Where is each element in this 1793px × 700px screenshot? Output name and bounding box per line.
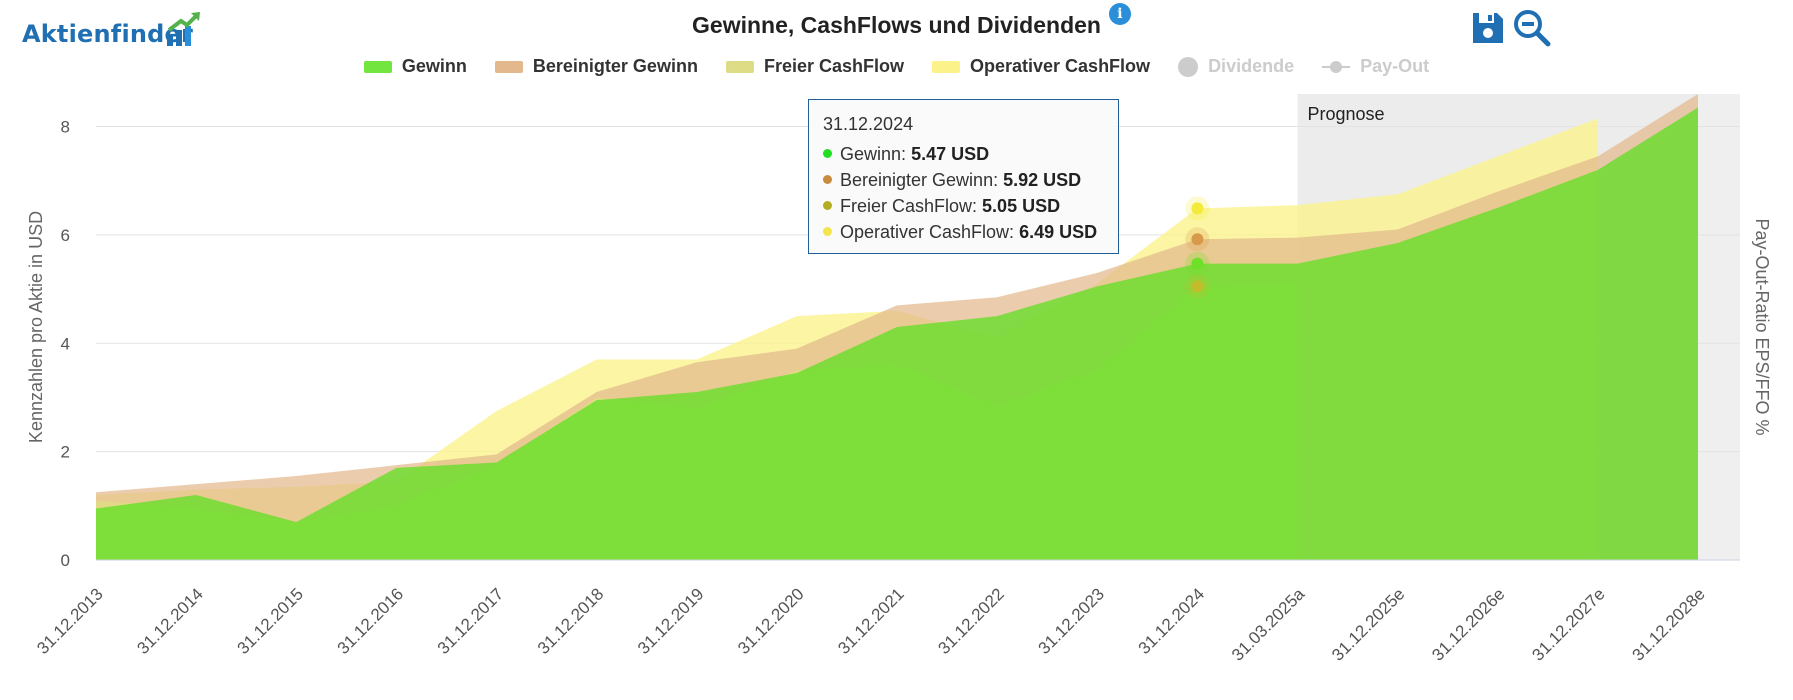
highlight-point [1191, 280, 1204, 293]
y-axis-label-right: Pay-Out-Ratio EPS/FFO % [1752, 218, 1772, 435]
legend-swatch-freier-cashflow [725, 60, 754, 73]
tooltip-dot [823, 175, 832, 184]
y-axis-label: Kennzahlen pro Aktie in USD [26, 211, 46, 443]
x-tick-label: 31.12.2014 [133, 584, 207, 658]
x-tick-label: 31.12.2018 [534, 584, 608, 658]
legend-label: Dividende [1208, 56, 1295, 76]
highlight-point [1191, 233, 1204, 246]
zoom-out-button[interactable] [1512, 8, 1552, 48]
legend-label: Bereinigter Gewinn [532, 56, 698, 76]
y-tick-label: 8 [61, 118, 70, 137]
tooltip-label: Gewinn: [840, 144, 907, 164]
zoom-out-icon [1514, 10, 1551, 47]
legend-swatch-gewinn [363, 60, 392, 73]
y-tick-label: 2 [61, 443, 70, 462]
x-tick-label: 31.12.2013 [33, 584, 107, 658]
x-tick-label: 31.12.2024 [1135, 584, 1209, 658]
tooltip-value: 5.92 USD [1003, 170, 1082, 190]
save-button[interactable] [1468, 8, 1508, 48]
legend-item-operativer-cashflow[interactable]: Operativer CashFlow [932, 56, 1150, 77]
chart-legend: Gewinn Bereinigter Gewinn Freier CashFlo… [0, 56, 1793, 77]
forecast-label: Prognose [1308, 104, 1385, 124]
legend-swatch-bereinigter-gewinn [494, 60, 523, 73]
tooltip-row-bereinigter-gewinn: Bereinigter Gewinn: 5.92 USD [823, 167, 1118, 193]
legend-item-freier-cashflow[interactable]: Freier CashFlow [725, 56, 904, 77]
tooltip-row-freier-cashflow: Freier CashFlow: 5.05 USD [823, 193, 1118, 219]
highlight-point [1191, 202, 1204, 215]
legend-label: Freier CashFlow [763, 56, 904, 76]
x-tick-label: 31.03.2025a [1228, 584, 1309, 665]
legend-dot-dividende [1178, 56, 1199, 77]
tooltip-dot [823, 227, 832, 236]
brand-name: Aktienfinder [22, 20, 194, 48]
legend-item-gewinn[interactable]: Gewinn [363, 56, 467, 77]
x-tick-label: 31.12.2017 [434, 584, 508, 658]
tooltip-label: Bereinigter Gewinn: [840, 170, 999, 190]
chart-title-wrap: Gewinne, CashFlows und Dividenden i [0, 3, 1793, 39]
tooltip-label: Operativer CashFlow: [840, 222, 1015, 242]
chart-tooltip: 31.12.2024 Gewinn: 5.47 USD Bereinigter … [808, 99, 1119, 254]
tooltip-dot [823, 149, 832, 158]
chart-title: Gewinne, CashFlows und Dividenden [692, 12, 1101, 38]
right-axis-panel [1698, 94, 1740, 560]
x-tick-label: 31.12.2025e [1328, 584, 1408, 664]
legend-item-bereinigter-gewinn[interactable]: Bereinigter Gewinn [494, 56, 698, 77]
x-tick-label: 31.12.2020 [734, 584, 808, 658]
x-tick-label: 31.12.2021 [834, 584, 908, 658]
legend-item-dividende[interactable]: Dividende [1178, 56, 1294, 77]
legend-label: Operativer CashFlow [970, 56, 1151, 76]
x-tick-label: 31.12.2023 [1034, 584, 1108, 658]
tooltip-dot [823, 201, 832, 210]
tooltip-row-operativer-cashflow: Operativer CashFlow: 6.49 USD [823, 219, 1118, 245]
y-tick-label: 0 [61, 551, 70, 570]
tooltip-row-gewinn: Gewinn: 5.47 USD [823, 141, 1118, 167]
x-tick-label: 31.12.2026e [1428, 584, 1508, 664]
x-tick-label: 31.12.2015 [233, 584, 307, 658]
y-tick-label: 4 [61, 334, 70, 353]
tooltip-value: 6.49 USD [1019, 222, 1098, 242]
chart-growth-icon [167, 12, 200, 46]
y-tick-label: 6 [61, 226, 70, 245]
series-area-gewinn [96, 107, 1698, 560]
legend-swatch-operativer-cashflow [932, 60, 960, 73]
info-icon[interactable]: i [1108, 3, 1131, 25]
x-tick-label: 31.12.2022 [934, 584, 1008, 658]
tooltip-label: Freier CashFlow: [840, 196, 978, 216]
x-tick-label: 31.12.2027e [1528, 584, 1608, 664]
x-tick-label: 31.12.2019 [634, 584, 708, 658]
tooltip-value: 5.47 USD [911, 144, 990, 164]
legend-item-pay-out[interactable]: Pay-Out [1322, 56, 1429, 77]
x-tick-label: 31.12.2016 [334, 584, 408, 658]
x-tick-label: 31.12.2028e [1629, 584, 1709, 664]
tooltip-value: 5.05 USD [982, 196, 1061, 216]
floppy-disk-icon [1473, 13, 1503, 43]
legend-line-pay-out [1322, 57, 1351, 77]
legend-label: Pay-Out [1360, 56, 1430, 76]
legend-label: Gewinn [401, 56, 467, 76]
highlight-point [1191, 257, 1204, 270]
tooltip-date: 31.12.2024 [823, 114, 914, 134]
